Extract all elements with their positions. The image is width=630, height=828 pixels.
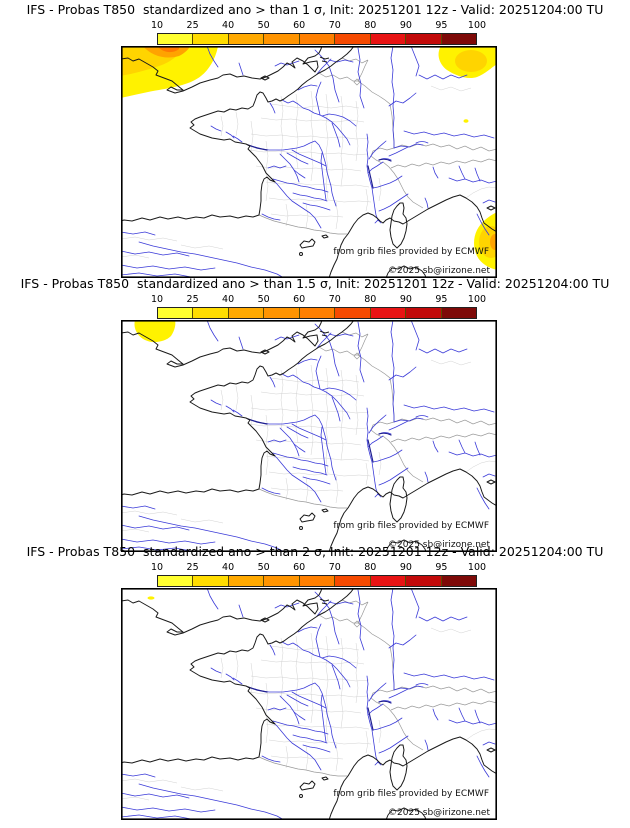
- tick-label: 40: [222, 294, 235, 305]
- colorbar-segment: [406, 308, 442, 318]
- attribution-ecmwf: from grib files provided by ECMWF: [333, 521, 489, 531]
- tick-label: 25: [186, 20, 199, 31]
- colorbar-segment: [370, 308, 407, 318]
- tick-label: 95: [435, 562, 448, 573]
- tick-label: 90: [399, 562, 412, 573]
- panel-sigma-1-5: IFS - Probas T850 standardized ano > tha…: [0, 274, 630, 552]
- colorbar-segment: [441, 34, 476, 44]
- map-france-sigma-2: from grib files provided by ECMWF ©2025 …: [121, 588, 497, 820]
- colorbar-segment: [406, 576, 442, 586]
- tick-label: 60: [293, 562, 306, 573]
- panel-title: IFS - Probas T850 standardized ano > tha…: [20, 276, 610, 291]
- attribution-copyright: ©2025 sb@irizone.net: [388, 808, 490, 818]
- colorbar-segment: [193, 34, 229, 44]
- tick-label: 80: [364, 294, 377, 305]
- tick-label: 25: [186, 562, 199, 573]
- tick-label: 60: [293, 294, 306, 305]
- probability-colorbar: [157, 575, 477, 587]
- colorbar-segment: [441, 576, 476, 586]
- colorbar-segment: [335, 576, 371, 586]
- colorbar-segment: [158, 576, 194, 586]
- tick-label: 100: [467, 294, 487, 305]
- colorbar-segment: [264, 308, 300, 318]
- tick-label: 90: [399, 20, 412, 31]
- attribution-copyright: ©2025 sb@irizone.net: [388, 540, 490, 550]
- colorbar-segment: [264, 34, 300, 44]
- tick-label: 40: [222, 20, 235, 31]
- colorbar-segment: [228, 576, 265, 586]
- colorbar-tick-labels: 10 25 40 50 60 70 80 90 95 100: [151, 562, 486, 573]
- tick-label: 40: [222, 562, 235, 573]
- tick-label: 10: [150, 562, 164, 573]
- colorbar-segment: [370, 576, 407, 586]
- colorbar-segment: [228, 34, 265, 44]
- tick-label: 50: [257, 294, 270, 305]
- colorbar-segment: [299, 576, 336, 586]
- colorbar-segment: [228, 308, 265, 318]
- map-france-sigma-1: from grib files provided by ECMWF ©2025 …: [121, 46, 497, 278]
- tick-label: 50: [257, 20, 270, 31]
- tick-label: 70: [328, 294, 341, 305]
- tick-label: 70: [328, 562, 341, 573]
- map-france-sigma-1-5: from grib files provided by ECMWF ©2025 …: [121, 320, 497, 552]
- colorbar-segment: [264, 576, 300, 586]
- tick-label: 90: [399, 294, 412, 305]
- colorbar-segment: [370, 34, 407, 44]
- tick-label: 25: [186, 294, 199, 305]
- tick-label: 95: [435, 20, 448, 31]
- colorbar-segment: [158, 34, 194, 44]
- panel-sigma-2: IFS - Probas T850 standardized ano > tha…: [0, 542, 630, 820]
- attribution-ecmwf: from grib files provided by ECMWF: [333, 247, 489, 257]
- tick-label: 80: [364, 562, 377, 573]
- colorbar-segment: [193, 576, 229, 586]
- attribution-ecmwf: from grib files provided by ECMWF: [333, 789, 489, 799]
- tick-label: 95: [435, 294, 448, 305]
- tick-label: 50: [257, 562, 270, 573]
- probability-colorbar: [157, 33, 477, 45]
- colorbar-segment: [299, 34, 336, 44]
- colorbar-segment: [406, 34, 442, 44]
- colorbar-segment: [193, 308, 229, 318]
- tick-label: 100: [467, 20, 487, 31]
- tick-label: 70: [328, 20, 341, 31]
- tick-label: 60: [293, 20, 306, 31]
- attribution-copyright: ©2025 sb@irizone.net: [388, 266, 490, 276]
- colorbar-segment: [335, 308, 371, 318]
- colorbar-segment: [158, 308, 194, 318]
- tick-label: 100: [467, 562, 487, 573]
- panel-sigma-1: IFS - Probas T850 standardized ano > tha…: [0, 0, 630, 278]
- tick-label: 10: [150, 294, 164, 305]
- colorbar-segment: [441, 308, 476, 318]
- panel-title: IFS - Probas T850 standardized ano > tha…: [26, 544, 604, 559]
- colorbar-segment: [335, 34, 371, 44]
- probability-colorbar: [157, 307, 477, 319]
- colorbar-segment: [299, 308, 336, 318]
- panel-title: IFS - Probas T850 standardized ano > tha…: [26, 2, 604, 17]
- colorbar-tick-labels: 10 25 40 50 60 70 80 90 95 100: [151, 294, 486, 305]
- tick-label: 80: [364, 20, 377, 31]
- tick-label: 10: [150, 20, 164, 31]
- colorbar-tick-labels: 10 25 40 50 60 70 80 90 95 100: [151, 20, 486, 31]
